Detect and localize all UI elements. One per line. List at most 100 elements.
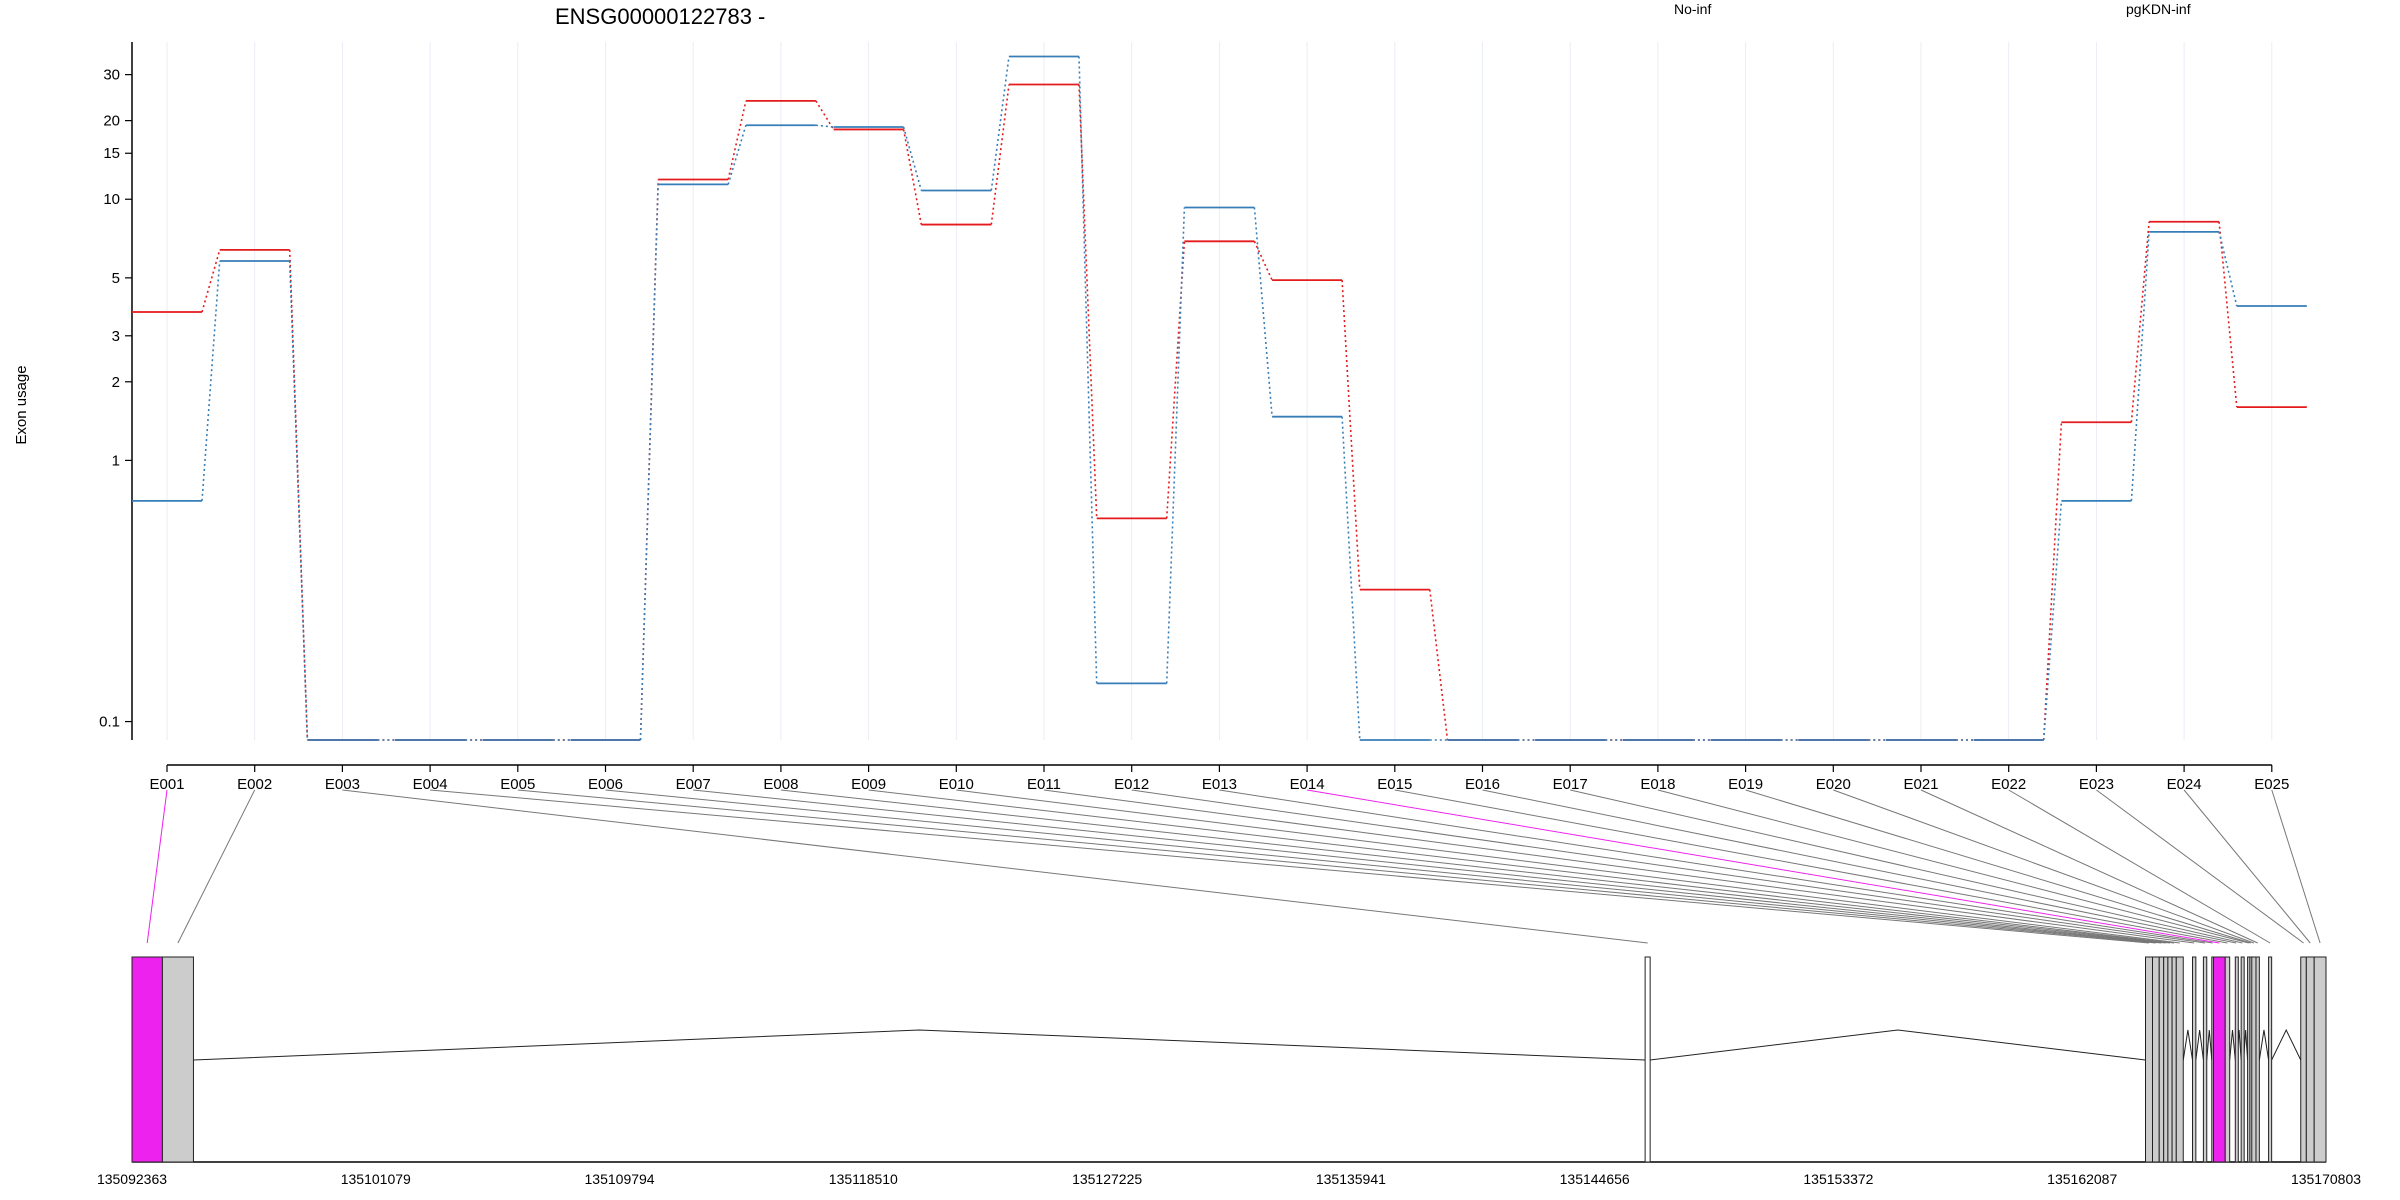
connector-no-inf-e010 bbox=[990, 84, 1010, 225]
x-tick-label-e014: E014 bbox=[1290, 776, 1325, 793]
exon-connector-e014 bbox=[1307, 789, 2220, 944]
intron-e003-e004 bbox=[1650, 1029, 2146, 1061]
x-tick-label-e002: E002 bbox=[237, 776, 272, 793]
exon-connector-e016 bbox=[1482, 789, 2237, 944]
exon-connector-e012 bbox=[1131, 789, 2206, 944]
y-tick-label-0-1: 0.1 bbox=[99, 714, 120, 731]
intron-e012-e013 bbox=[2206, 1029, 2213, 1061]
exon-connector-e006 bbox=[605, 789, 2162, 944]
chart-title: ENSG00000122783 - bbox=[555, 4, 765, 29]
x-tick-label-e018: E018 bbox=[1640, 776, 1675, 793]
grid-lines bbox=[166, 42, 2273, 740]
series-lines bbox=[132, 55, 2307, 741]
exon-box-e022 bbox=[2268, 956, 2273, 1163]
exon-connector-e011 bbox=[1043, 789, 2195, 944]
intron-e011-e012 bbox=[2195, 1029, 2204, 1061]
exon-box-e016 bbox=[2234, 956, 2239, 1163]
exon-box-e009 bbox=[2171, 956, 2177, 1163]
coord-label-5: 135135941 bbox=[1316, 1171, 1386, 1187]
y-axis-label: Exon usage bbox=[13, 365, 30, 444]
x-tick-label-e004: E004 bbox=[413, 776, 448, 793]
x-tick-label-e001: E001 bbox=[149, 776, 184, 793]
connector-pgkdn-inf-e007 bbox=[727, 125, 747, 185]
exon-connector-e020 bbox=[1833, 789, 2255, 944]
connector-no-inf-e024 bbox=[2218, 221, 2238, 408]
x-tick-label-e013: E013 bbox=[1202, 776, 1237, 793]
exon-connector-e005 bbox=[517, 789, 2156, 944]
series-no-inf bbox=[132, 83, 2307, 741]
y-tick-label-5: 5 bbox=[112, 270, 120, 287]
exon-connectors bbox=[146, 789, 2321, 944]
connector-pgkdn-inf-e024 bbox=[2218, 231, 2238, 307]
x-tick-label-e016: E016 bbox=[1465, 776, 1500, 793]
coord-label-3: 135118510 bbox=[829, 1171, 898, 1187]
connector-pgkdn-inf-e013 bbox=[1253, 207, 1273, 417]
exon-connector-e009 bbox=[868, 789, 2175, 944]
exon-box-e007 bbox=[2163, 956, 2169, 1163]
x-tick-label-e005: E005 bbox=[500, 776, 535, 793]
coord-label-2: 135109794 bbox=[585, 1171, 655, 1187]
intron-e022-e023 bbox=[2271, 1028, 2302, 1061]
exon-connector-e001 bbox=[146, 789, 168, 944]
exon-box-e015 bbox=[2224, 956, 2231, 1163]
connector-no-inf-e011 bbox=[1078, 84, 1098, 519]
connector-no-inf-e013 bbox=[1253, 240, 1273, 281]
intron-e002-e003 bbox=[193, 1029, 1646, 1061]
connector-pgkdn-inf-e022 bbox=[2042, 500, 2063, 741]
y-tick-label-30: 30 bbox=[103, 67, 120, 84]
exon-box-e008 bbox=[2167, 956, 2173, 1163]
x-tick-label-e003: E003 bbox=[325, 776, 360, 793]
y-tick-label-15: 15 bbox=[103, 145, 120, 162]
exon-box-e011 bbox=[2191, 956, 2197, 1163]
connector-pgkdn-inf-e010 bbox=[990, 56, 1010, 191]
connector-pgkdn-inf-e023 bbox=[2130, 231, 2150, 501]
exon-connector-e018 bbox=[1657, 789, 2249, 944]
x-tick-label-e006: E006 bbox=[588, 776, 623, 793]
exon-box-e005 bbox=[2151, 956, 2160, 1163]
x-tick-label-e019: E019 bbox=[1728, 776, 1763, 793]
exon-connector-e024 bbox=[2183, 789, 2311, 944]
x-tick-label-e024: E024 bbox=[2167, 776, 2202, 793]
x-tick-label-e023: E023 bbox=[2079, 776, 2114, 793]
exon-box-e003 bbox=[1644, 956, 1651, 1163]
gene-model: 135092363 135101079 135109794 135118510 1351… bbox=[97, 956, 2361, 1187]
series-pgkdn-inf bbox=[132, 55, 2307, 741]
coord-label-9: 135170803 bbox=[2291, 1171, 2361, 1187]
exon-connector-e021 bbox=[1920, 789, 2258, 944]
exon-connector-e015 bbox=[1394, 789, 2228, 944]
exon-connector-e025 bbox=[2271, 789, 2321, 944]
exon-connector-e002 bbox=[177, 789, 256, 944]
exon-connector-e017 bbox=[1570, 789, 2243, 944]
connector-no-inf-e023 bbox=[2130, 221, 2150, 423]
exon-box-e021 bbox=[2255, 956, 2260, 1163]
exon-connector-e007 bbox=[693, 789, 2166, 944]
x-tick-label-e008: E008 bbox=[763, 776, 798, 793]
exon-box-e001 bbox=[131, 956, 163, 1163]
exon-box-e006 bbox=[2158, 956, 2165, 1163]
connector-pgkdn-inf-e009 bbox=[902, 126, 923, 191]
y-tick-label-10: 10 bbox=[103, 191, 120, 208]
y-tick-label-3: 3 bbox=[112, 328, 120, 345]
x-tick-label-e012: E012 bbox=[1114, 776, 1149, 793]
legend-entry-no-inf: No-inf bbox=[1674, 1, 1711, 17]
y-tick-label-1: 1 bbox=[112, 452, 120, 469]
connector-no-inf-e022 bbox=[2042, 422, 2063, 741]
x-tick-label-e011: E011 bbox=[1027, 776, 1061, 793]
connector-no-inf-e008 bbox=[815, 100, 835, 130]
x-tick-label-e020: E020 bbox=[1816, 776, 1851, 793]
x-tick-label-e009: E009 bbox=[851, 776, 886, 793]
x-tick-label-e015: E015 bbox=[1377, 776, 1412, 793]
axes: 0.1 1 2 3 5 10 15 20 30 E001 E002 E003 E004 E005 E006 E… bbox=[99, 42, 2289, 793]
exon-box-e002 bbox=[161, 956, 194, 1163]
coord-label-0: 135092363 bbox=[97, 1171, 167, 1187]
exon-box-e010 bbox=[2175, 956, 2184, 1163]
exon-box-e025 bbox=[2313, 956, 2327, 1163]
x-tick-label-e010: E010 bbox=[939, 776, 974, 793]
legend-entry-pgkdn-inf: pgKDN-inf bbox=[2126, 1, 2191, 17]
y-tick-label-2: 2 bbox=[112, 374, 120, 391]
coord-label-8: 135162087 bbox=[2047, 1171, 2117, 1187]
x-tick-label-e021: E021 bbox=[1903, 776, 1938, 793]
exon-box-e004 bbox=[2145, 956, 2153, 1163]
exon-connector-e013 bbox=[1219, 789, 2213, 944]
intron-e021-e022 bbox=[2258, 1029, 2270, 1061]
